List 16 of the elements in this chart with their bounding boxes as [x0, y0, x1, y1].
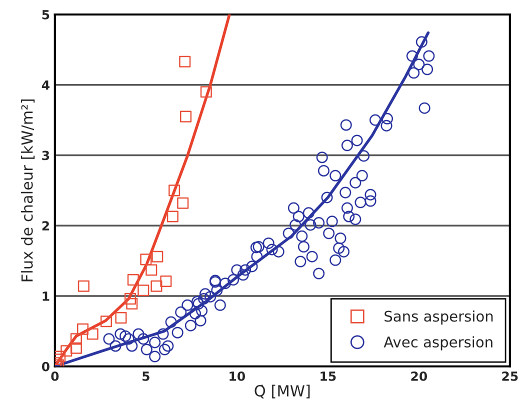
y-tick-label: 4 — [42, 80, 50, 90]
y-axis-title: Flux de chaleur [kW/m²] — [21, 100, 35, 282]
legend-label: Sans aspersion — [384, 310, 493, 325]
x-axis-title: Q̇ [MW] — [254, 384, 310, 398]
x-tick-label: 0 — [51, 371, 59, 381]
x-tick-label: 20 — [411, 371, 428, 381]
y-tick-label: 5 — [42, 10, 50, 20]
y-tick-label: 1 — [42, 292, 50, 301]
y-tick-label: 0 — [42, 362, 50, 372]
x-tick-label: 15 — [320, 372, 336, 381]
x-tick-label: 10 — [230, 371, 246, 381]
legend-label: Avec aspersion — [384, 336, 492, 350]
y-tick-label: 2 — [42, 221, 49, 230]
x-tick-label: 5 — [142, 372, 150, 381]
y-tick-label: 3 — [42, 150, 50, 160]
x-tick-label: 25 — [502, 371, 518, 381]
